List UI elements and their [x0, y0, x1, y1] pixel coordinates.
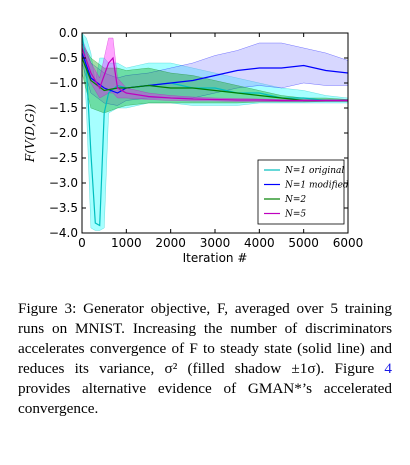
series-band-3 [82, 37, 348, 102]
x-axis: 0 1000 2000 3000 4000 5000 6000 [78, 33, 363, 250]
y-tick-label: −1.5 [49, 101, 78, 115]
series-line-3 [82, 47, 348, 102]
x-tick-label: 4000 [244, 236, 275, 250]
x-tick-label: 2000 [155, 236, 186, 250]
y-tick-label: −3.0 [49, 176, 78, 190]
y-tick-label: −2.5 [49, 151, 78, 165]
caption-text: Figure 3: Generator objective, F, averag… [18, 300, 392, 377]
y-tick-label: −0.5 [49, 51, 78, 65]
figure-caption: Figure 3: Generator objective, F, averag… [18, 299, 392, 419]
y-tick-label: 0.0 [59, 26, 78, 40]
series-band-0 [82, 33, 348, 231]
series-band-2 [82, 42, 348, 114]
y-tick-label: −1.0 [49, 76, 78, 90]
y-axis: 0.0 −0.5 −1.0 −1.5 −2.0 −2.5 −3.0 −3.5 −4.0 [49, 26, 348, 240]
x-axis-title: Iteration # [183, 251, 248, 265]
y-tick-label: −2.0 [49, 126, 78, 140]
x-tick-label: 3000 [200, 236, 231, 250]
series-band-1 [82, 42, 348, 106]
legend-label: N=1 original [284, 166, 344, 176]
x-tick-label: 6000 [333, 236, 364, 250]
legend-label: N=5 [284, 210, 306, 220]
series-line-2 [82, 57, 348, 102]
y-axis-title: F(V(D,G)) [23, 104, 37, 164]
legend-label: N=2 [284, 195, 306, 205]
chart-container: 0 1000 2000 3000 4000 5000 6000 0.0 −0.5 −1.0 −1.… [23, 26, 363, 265]
x-tick-label: 0 [78, 236, 86, 250]
y-tick-label: −4.0 [49, 226, 78, 240]
y-tick-label: −3.5 [49, 201, 78, 215]
caption-text-end: provides alternative evidence of GMAN*’s… [18, 380, 392, 417]
chart: 0 1000 2000 3000 4000 5000 6000 0.0 −0.5 −1.0 −1.… [23, 26, 363, 265]
mean-lines [82, 33, 348, 227]
legend: N=1 original N=1 modified N=2 N=5 [257, 159, 349, 225]
x-tick-label: 5000 [288, 236, 319, 250]
x-tick-label: 1000 [111, 236, 142, 250]
legend-label: N=1 modified [284, 181, 349, 191]
figure-reference-link[interactable]: 4 [384, 360, 392, 377]
variance-bands [82, 33, 348, 231]
